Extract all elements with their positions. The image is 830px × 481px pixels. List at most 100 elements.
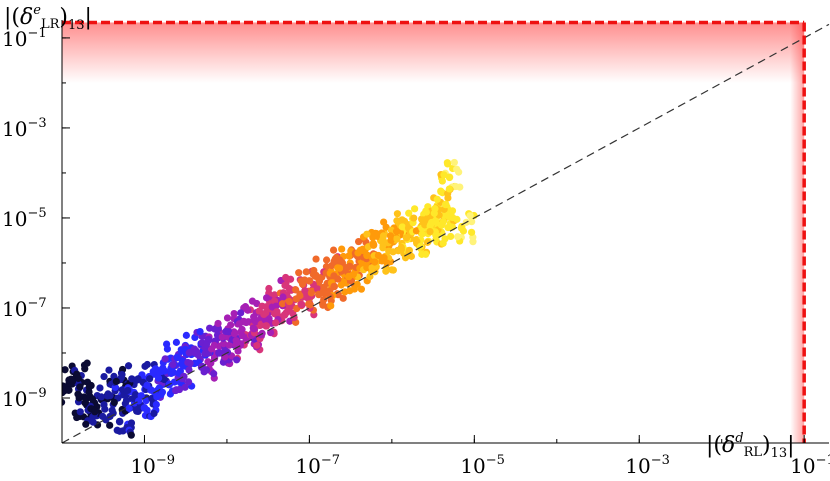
scatter-point bbox=[273, 308, 281, 316]
scatter-point bbox=[410, 214, 418, 222]
scatter-point bbox=[262, 322, 271, 330]
scatter-point bbox=[236, 341, 245, 349]
scatter-point bbox=[272, 319, 280, 327]
scatter-point bbox=[192, 347, 201, 355]
scatter-point bbox=[112, 377, 120, 386]
scatter-point bbox=[363, 251, 371, 260]
scatter-point bbox=[382, 267, 390, 275]
scatter-point bbox=[438, 177, 446, 185]
scatter-point bbox=[447, 232, 455, 241]
scatter-point bbox=[305, 277, 314, 285]
scatter-point bbox=[149, 367, 157, 376]
scatter-point bbox=[122, 396, 131, 405]
x-bound-band bbox=[790, 22, 805, 443]
y-axis-ticks: 10−9 10−7 10−5 10−3 10−1 bbox=[2, 26, 70, 411]
scatter-point bbox=[153, 393, 161, 401]
scatter-point bbox=[243, 305, 251, 313]
scatter-point bbox=[143, 381, 151, 389]
scatter-point bbox=[186, 359, 194, 367]
scatter-point bbox=[363, 230, 371, 238]
scatter-point bbox=[430, 209, 438, 217]
scatter-point bbox=[357, 285, 366, 293]
scatter-point bbox=[238, 325, 246, 334]
scatter-point bbox=[184, 378, 193, 386]
scatter-point bbox=[67, 375, 75, 383]
scatter-point bbox=[350, 285, 359, 293]
scatter-point bbox=[196, 327, 204, 336]
scatter-point bbox=[96, 384, 104, 392]
bound-lines bbox=[62, 20, 806, 443]
scatter-point bbox=[62, 366, 69, 374]
scatter-point bbox=[133, 407, 141, 415]
scatter-point bbox=[100, 372, 108, 381]
scatter-point bbox=[87, 381, 95, 390]
scatter-point bbox=[457, 224, 466, 232]
scatter-point bbox=[118, 371, 126, 379]
scatter-point bbox=[134, 397, 143, 405]
scatter-point bbox=[389, 248, 397, 256]
x-axis-ticks: 10−9 10−7 10−5 10−3 10−1 bbox=[130, 435, 830, 478]
scatter-point bbox=[320, 296, 328, 304]
scatter-point bbox=[393, 235, 401, 243]
scatter-point bbox=[433, 195, 441, 203]
scatter-point bbox=[124, 386, 132, 395]
scatter-point bbox=[322, 256, 331, 264]
scatter-point bbox=[210, 370, 218, 378]
x-tick-label: 10−5 bbox=[460, 453, 505, 478]
scatter-point bbox=[382, 223, 390, 231]
scatter-point bbox=[445, 173, 454, 182]
scatter-point bbox=[366, 272, 374, 281]
scatter-point bbox=[450, 158, 458, 167]
scatter-point bbox=[172, 386, 180, 395]
axes bbox=[61, 20, 829, 444]
scatter-point bbox=[279, 293, 287, 301]
scatter-point bbox=[250, 325, 258, 333]
y-tick-label: 10−9 bbox=[2, 386, 47, 411]
scatter-point bbox=[91, 407, 99, 416]
scatter-point bbox=[302, 268, 310, 276]
scatter-point bbox=[305, 300, 313, 308]
scatter-point bbox=[285, 297, 293, 306]
scatter-point bbox=[312, 255, 320, 263]
scatter-point bbox=[359, 246, 367, 254]
scatter-point bbox=[260, 310, 268, 319]
scatter-point bbox=[454, 233, 462, 241]
scatter-point bbox=[469, 238, 477, 246]
scatter-point bbox=[211, 325, 219, 333]
scatter-point bbox=[388, 266, 396, 274]
scatter-point bbox=[106, 421, 114, 429]
x-tick-label: 10−7 bbox=[295, 453, 340, 478]
scatter-point bbox=[292, 295, 300, 303]
scatter-point bbox=[437, 221, 446, 229]
scatter-point bbox=[422, 250, 430, 258]
scatter-point bbox=[261, 316, 269, 324]
scatter-point bbox=[166, 390, 174, 398]
x-tick-label: 10−1 bbox=[790, 453, 830, 478]
scatter-point bbox=[210, 341, 218, 349]
scatter-point bbox=[441, 200, 450, 209]
scatter-point bbox=[204, 358, 212, 366]
scatter-point bbox=[421, 221, 429, 229]
scatter-point bbox=[169, 361, 177, 369]
scatter-point bbox=[346, 262, 354, 270]
scatter-point bbox=[386, 232, 395, 240]
scatter-point bbox=[76, 408, 84, 416]
scatter-point bbox=[426, 227, 434, 236]
scatter-point bbox=[422, 208, 430, 216]
scatter-point bbox=[447, 223, 455, 231]
scatter-point bbox=[109, 409, 117, 417]
scatter-point bbox=[253, 341, 261, 349]
scatter-point bbox=[238, 332, 246, 340]
scatter-point bbox=[235, 320, 243, 328]
x-tick-label: 10−3 bbox=[625, 453, 670, 478]
scatter-point bbox=[455, 168, 463, 176]
scatter-point bbox=[73, 413, 81, 422]
axis-labels: |(δeLR)13| |(δdRL)13| bbox=[4, 3, 795, 461]
scatter-point bbox=[262, 303, 270, 311]
scatter-point bbox=[295, 269, 303, 277]
scatter-point bbox=[185, 366, 193, 374]
scatter-point bbox=[468, 218, 476, 226]
scatter-point bbox=[334, 275, 342, 283]
scatter-point bbox=[339, 294, 347, 302]
scatter-point bbox=[368, 264, 376, 272]
